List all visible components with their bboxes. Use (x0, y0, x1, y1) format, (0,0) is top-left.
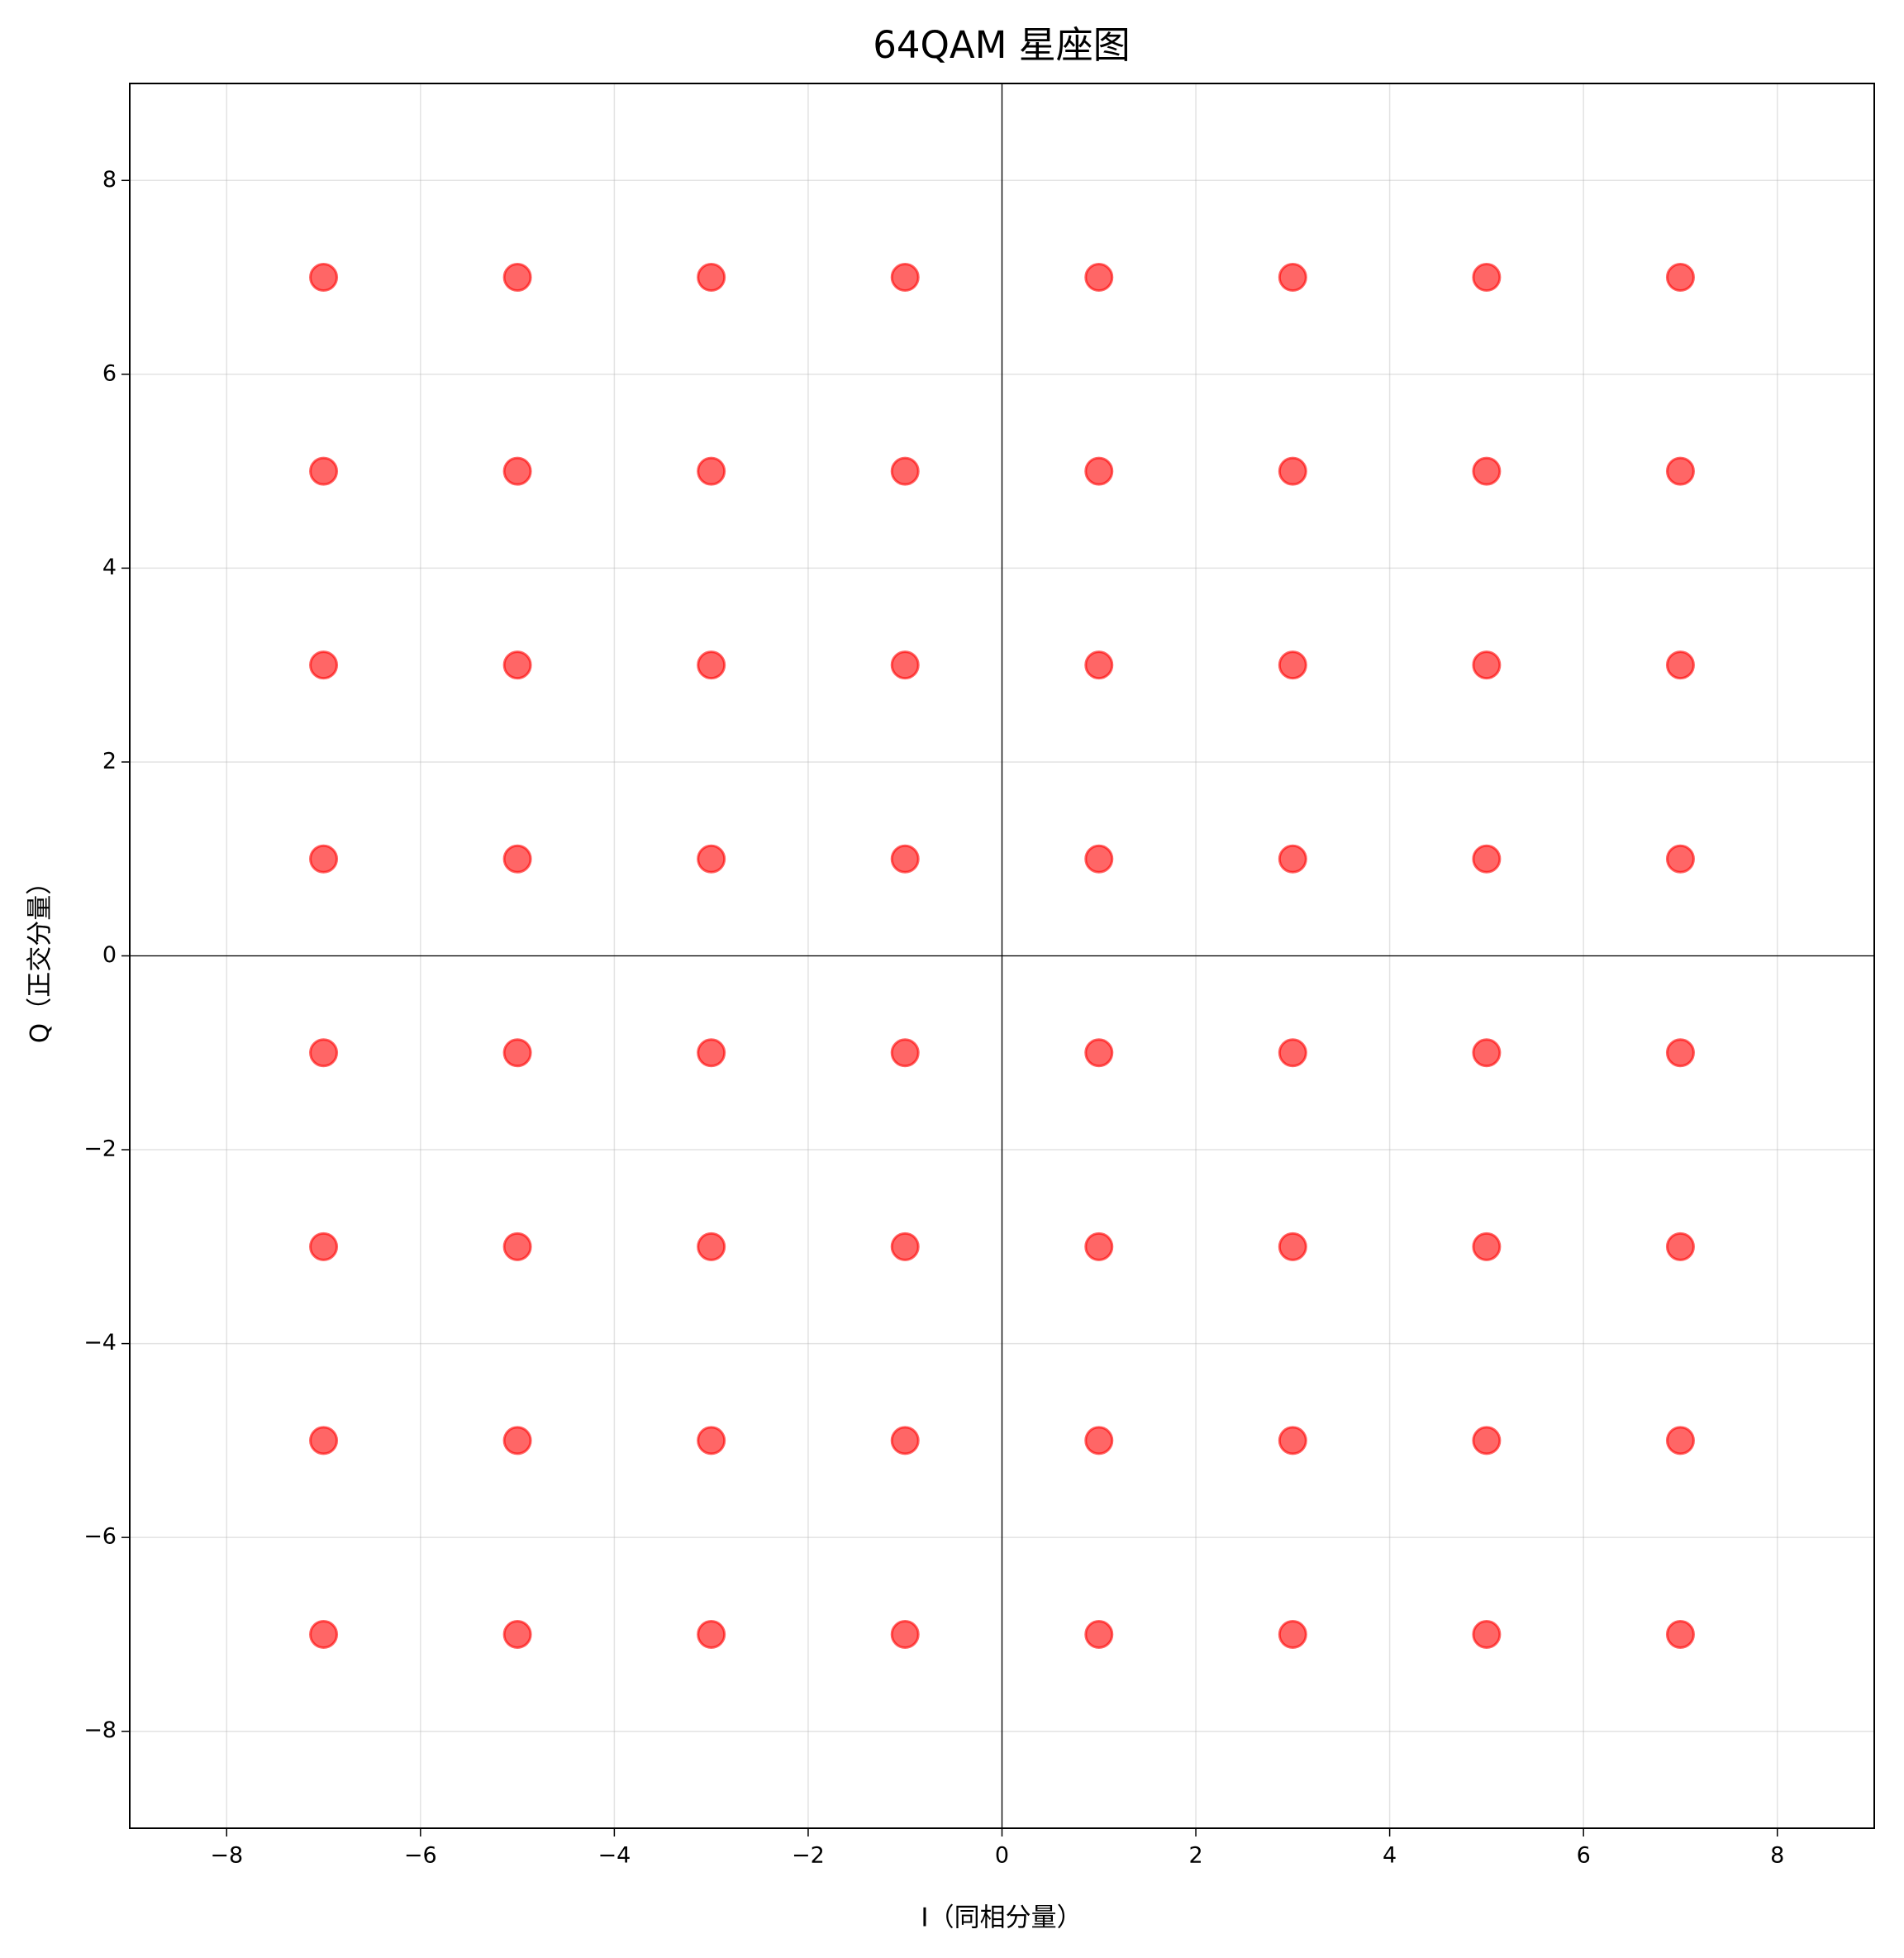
point (1472, 844, 1502, 874)
x-axis-label: I（同相分量） (921, 1903, 1082, 1933)
x-tick-label: 2 (1188, 1843, 1202, 1869)
point (1665, 650, 1695, 680)
y-tick-label: −4 (83, 1330, 117, 1355)
y-tick-label: 4 (102, 555, 117, 580)
point (1665, 1231, 1695, 1261)
x-tick-label: 6 (1577, 1843, 1591, 1869)
point (1278, 1426, 1307, 1455)
point (890, 1038, 920, 1068)
point (309, 650, 339, 680)
x-tick-label: −4 (597, 1843, 631, 1869)
point (1472, 1038, 1502, 1068)
point (890, 844, 920, 874)
point (309, 1426, 339, 1455)
point (1472, 1426, 1502, 1455)
point (890, 1231, 920, 1261)
point (502, 650, 532, 680)
point (1665, 844, 1695, 874)
point (309, 844, 339, 874)
point (890, 1619, 920, 1649)
x-tick-label: 0 (995, 1843, 1009, 1869)
chart-title: 64QAM 星座图 (873, 23, 1130, 67)
point (1665, 1038, 1695, 1068)
point (1084, 1619, 1114, 1649)
y-axis-label: Q（正交分量） (26, 869, 55, 1043)
y-tick-label: 2 (102, 748, 117, 774)
point (309, 456, 339, 486)
point (1278, 844, 1307, 874)
point (1278, 263, 1307, 293)
point (309, 1231, 339, 1261)
point (697, 844, 726, 874)
point (1278, 456, 1307, 486)
point (1665, 263, 1695, 293)
point (697, 650, 726, 680)
point (1084, 1231, 1114, 1261)
point (502, 1038, 532, 1068)
point (1278, 1038, 1307, 1068)
point (1084, 844, 1114, 874)
point (697, 263, 726, 293)
point (309, 263, 339, 293)
point (502, 1619, 532, 1649)
point (890, 650, 920, 680)
point (502, 1426, 532, 1455)
point (309, 1038, 339, 1068)
plot-frame (129, 83, 1875, 1829)
x-tick-label: −6 (404, 1843, 437, 1869)
point (1278, 650, 1307, 680)
x-tick-label: −2 (792, 1843, 825, 1869)
point (1472, 456, 1502, 486)
y-tick-label: 8 (102, 167, 117, 193)
point (890, 456, 920, 486)
point (502, 1231, 532, 1261)
point (1084, 456, 1114, 486)
point (1278, 1619, 1307, 1649)
y-tick-label: 0 (102, 942, 117, 968)
x-tick-label: −8 (210, 1843, 243, 1869)
point (697, 456, 726, 486)
point (697, 1038, 726, 1068)
point (1278, 1231, 1307, 1261)
point (1665, 1426, 1695, 1455)
point (502, 844, 532, 874)
point (502, 263, 532, 293)
x-tick-label: 4 (1383, 1843, 1397, 1869)
point (1084, 1426, 1114, 1455)
point (1084, 650, 1114, 680)
point (1472, 1619, 1502, 1649)
point (1472, 650, 1502, 680)
y-tick-label: 6 (102, 360, 117, 386)
point (1084, 1038, 1114, 1068)
x-tick-label: 8 (1770, 1843, 1784, 1869)
point (1665, 1619, 1695, 1649)
point (890, 263, 920, 293)
point (697, 1619, 726, 1649)
y-tick-label: −8 (83, 1717, 117, 1743)
point (697, 1231, 726, 1261)
y-tick-label: −2 (83, 1136, 117, 1162)
point (1472, 263, 1502, 293)
point (890, 1426, 920, 1455)
point (697, 1426, 726, 1455)
point (502, 456, 532, 486)
point (1472, 1231, 1502, 1261)
point (309, 1619, 339, 1649)
point (1084, 263, 1114, 293)
y-tick-label: −6 (83, 1524, 117, 1550)
point (1665, 456, 1695, 486)
